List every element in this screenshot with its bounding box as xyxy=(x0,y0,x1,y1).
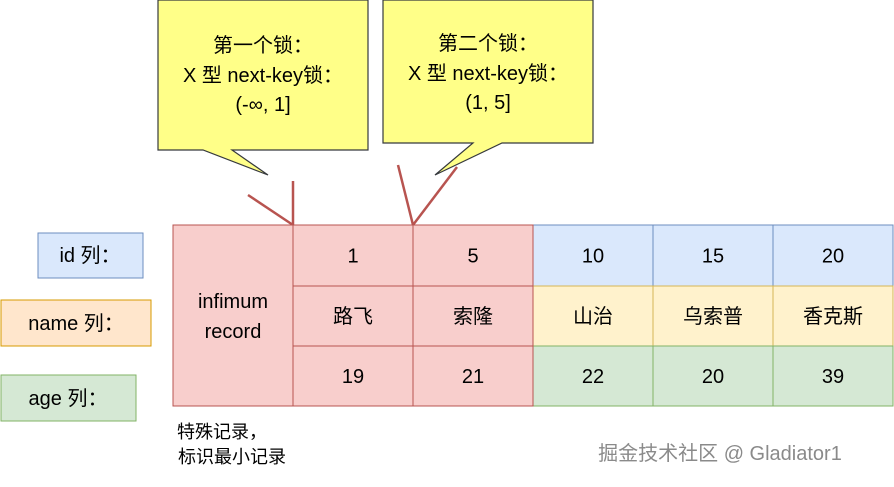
svg-text:id 列：: id 列： xyxy=(59,244,120,267)
lock-marker-line xyxy=(396,164,415,226)
callout-first-lock: 第一个锁： X 型 next-key锁： (-∞, 1] xyxy=(157,0,369,176)
svg-text:香克斯: 香克斯 xyxy=(803,305,863,328)
record-cell-name: 路飞 xyxy=(292,285,414,347)
infimum-note: 特殊记录， xyxy=(177,422,267,442)
svg-text:索隆: 索隆 xyxy=(453,305,493,328)
callout-line: (1, 5] xyxy=(465,92,511,114)
callout-second-lock: 第二个锁： X 型 next-key锁： (1, 5] xyxy=(382,0,594,176)
svg-text:record: record xyxy=(205,321,262,343)
svg-text:10: 10 xyxy=(582,246,604,268)
callout-line: X 型 next-key锁： xyxy=(183,64,343,87)
record-cell-age: 39 xyxy=(772,345,894,407)
svg-text:39: 39 xyxy=(822,366,844,388)
callout-line: 第一个锁： xyxy=(213,34,313,57)
record-cell-name: 乌索普 xyxy=(652,285,774,347)
svg-text:age 列：: age 列： xyxy=(29,387,108,410)
svg-text:20: 20 xyxy=(702,366,724,388)
record-cell-age: 20 xyxy=(652,345,774,407)
record-cell-name: 山治 xyxy=(532,285,654,347)
callout-line: X 型 next-key锁： xyxy=(408,62,568,85)
record-cell-age: 22 xyxy=(532,345,654,407)
record-cell-id: 20 xyxy=(772,224,894,287)
lock-marker-line xyxy=(247,193,294,227)
record-cell-age: 21 xyxy=(412,345,534,407)
svg-text:路飞: 路飞 xyxy=(333,305,373,328)
svg-text:21: 21 xyxy=(462,366,484,388)
record-cell-age: 19 xyxy=(292,345,414,407)
row-label-id: id 列： xyxy=(37,232,144,279)
svg-text:20: 20 xyxy=(822,246,844,268)
row-label-name: name 列： xyxy=(0,299,152,347)
watermark: 掘金技术社区 @ Gladiator1 xyxy=(598,442,842,465)
lock-marker-line xyxy=(412,166,458,226)
svg-text:山治: 山治 xyxy=(573,305,613,328)
record-cell-name: 索隆 xyxy=(412,285,534,347)
record-cell-id: 5 xyxy=(412,224,534,287)
record-cell-id: 15 xyxy=(652,224,774,287)
svg-text:乌索普: 乌索普 xyxy=(683,305,743,328)
lock-markers xyxy=(247,164,458,227)
svg-text:15: 15 xyxy=(702,246,724,268)
row-label-age: age 列： xyxy=(0,374,137,422)
records: 10 山治 22 15 乌索普 20 20 香克斯 39 1 路飞 19 5 索隆 21 xyxy=(292,224,894,407)
callout-line: 第二个锁： xyxy=(438,32,538,55)
svg-text:22: 22 xyxy=(582,366,604,388)
infimum-record: infimum record xyxy=(172,224,294,407)
svg-text:5: 5 xyxy=(467,246,478,268)
record-cell-name: 香克斯 xyxy=(772,285,894,347)
infimum-note: 标识最小记录 xyxy=(178,447,286,467)
svg-text:name 列：: name 列： xyxy=(28,312,124,335)
record-cell-id: 10 xyxy=(532,224,654,287)
record-cell-id: 1 xyxy=(292,224,414,287)
callout-line: (-∞, 1] xyxy=(235,94,290,116)
svg-text:infimum: infimum xyxy=(198,291,268,313)
svg-text:1: 1 xyxy=(347,246,358,268)
svg-text:19: 19 xyxy=(342,366,364,388)
